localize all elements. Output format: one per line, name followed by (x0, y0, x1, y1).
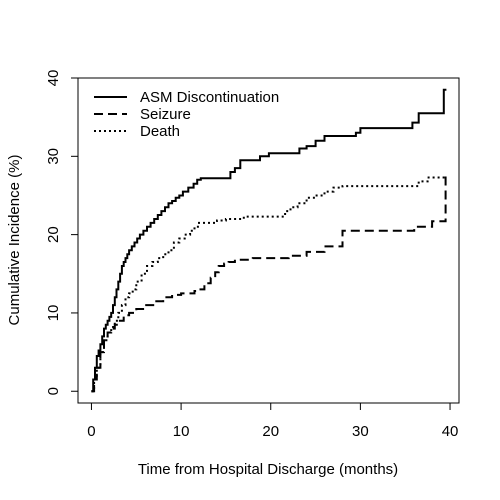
legend-label: Seizure (140, 106, 191, 123)
series-line-death (91, 175, 447, 393)
x-tick-label: 20 (262, 423, 279, 440)
y-tick-label: 30 (45, 148, 62, 165)
y-axis-title: Cumulative Incidence (%) (6, 155, 23, 326)
x-tick-label: 30 (352, 423, 369, 440)
x-axis-title: Time from Hospital Discharge (months) (138, 461, 398, 478)
x-tick-label: 10 (173, 423, 190, 440)
series-line-asm-discontinuation (91, 88, 447, 393)
y-tick-label: 0 (45, 387, 62, 395)
legend-label: ASM Discontinuation (140, 89, 279, 106)
plot-frame (77, 77, 460, 404)
series-line-seizure (91, 175, 447, 393)
series-layer (91, 88, 447, 393)
y-tick-label: 40 (45, 70, 62, 87)
y-tick-label: 10 (45, 305, 62, 322)
x-tick-label: 40 (442, 423, 459, 440)
y-tick-label: 20 (45, 226, 62, 243)
x-axis: 0 10 20 30 40 (87, 403, 458, 440)
legend-label: Death (140, 123, 180, 140)
x-tick-label: 0 (87, 423, 95, 440)
y-axis: 0 10 20 30 40 (45, 70, 78, 395)
